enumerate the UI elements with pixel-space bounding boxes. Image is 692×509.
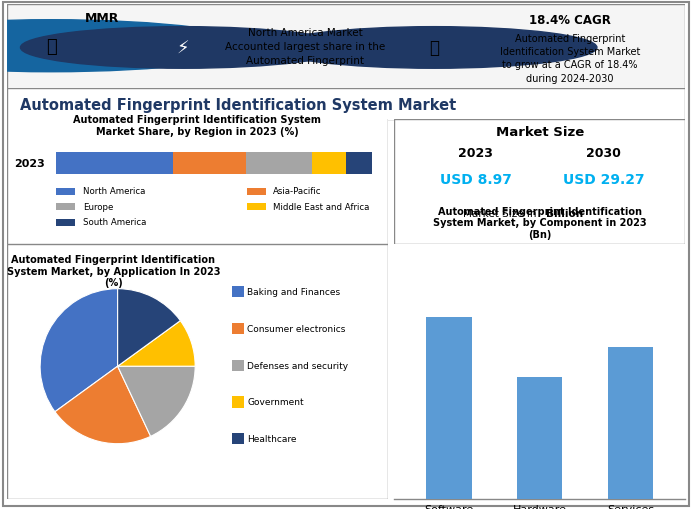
Bar — [346, 152, 372, 174]
Text: 18.4% CAGR: 18.4% CAGR — [529, 14, 611, 27]
Circle shape — [21, 27, 346, 69]
Text: 2023: 2023 — [458, 147, 493, 160]
Text: North America: North America — [83, 187, 145, 196]
Text: Billion: Billion — [545, 208, 583, 218]
Title: Automated Fingerprint Identification
System Market, by Component in 2023
(Bn): Automated Fingerprint Identification Sys… — [433, 206, 646, 239]
Text: Automated Fingerprint Identification System Market: Automated Fingerprint Identification Sys… — [21, 98, 457, 113]
Text: 🔥: 🔥 — [429, 39, 439, 58]
Text: South America: South America — [83, 218, 147, 227]
Wedge shape — [118, 289, 181, 366]
Bar — [608, 347, 653, 499]
Text: Automated Fingerprint Identification System
Market Share, by Region in 2023 (%): Automated Fingerprint Identification Sys… — [73, 115, 321, 136]
Text: Market Size in: Market Size in — [463, 208, 540, 218]
Text: Automated Fingerprint Identification
System Market, by Application In 2023
(%): Automated Fingerprint Identification Sys… — [7, 254, 220, 288]
Circle shape — [271, 27, 597, 69]
Bar — [426, 317, 472, 499]
FancyBboxPatch shape — [7, 118, 388, 244]
Text: Automated Fingerprint
Identification System Market
to grow at a CAGR of 18.4%
du: Automated Fingerprint Identification Sys… — [500, 34, 640, 83]
Bar — [517, 378, 563, 499]
Text: Defenses and security: Defenses and security — [247, 361, 348, 370]
Wedge shape — [118, 366, 195, 437]
FancyBboxPatch shape — [7, 5, 685, 92]
Text: 🌍: 🌍 — [46, 38, 56, 55]
Text: Europe: Europe — [83, 203, 113, 211]
FancyBboxPatch shape — [7, 89, 685, 122]
Text: ⚡: ⚡ — [177, 39, 190, 58]
Text: Market Size: Market Size — [495, 126, 584, 138]
Bar — [246, 204, 266, 211]
Bar — [246, 188, 266, 195]
Text: 2023: 2023 — [15, 158, 45, 168]
Text: Government: Government — [247, 398, 304, 407]
Text: USD 8.97: USD 8.97 — [440, 173, 512, 186]
Text: USD 29.27: USD 29.27 — [563, 173, 644, 186]
Bar — [57, 152, 173, 174]
Wedge shape — [40, 289, 118, 412]
FancyBboxPatch shape — [7, 244, 388, 499]
Text: North America Market
Accounted largest share in the
Automated Fingerprint: North America Market Accounted largest s… — [225, 27, 385, 66]
Text: Asia-Pacific: Asia-Pacific — [273, 187, 322, 196]
Text: Baking and Finances: Baking and Finances — [247, 288, 340, 297]
Text: Middle East and Africa: Middle East and Africa — [273, 203, 370, 211]
Bar — [246, 152, 313, 174]
Bar — [57, 188, 75, 195]
Circle shape — [0, 21, 255, 73]
FancyBboxPatch shape — [394, 120, 685, 244]
Wedge shape — [55, 366, 151, 444]
Bar — [173, 152, 246, 174]
Text: Healthcare: Healthcare — [247, 434, 297, 443]
Text: Consumer electronics: Consumer electronics — [247, 324, 345, 333]
Text: MMR: MMR — [85, 12, 119, 24]
Bar — [57, 204, 75, 211]
Bar — [57, 219, 75, 227]
Wedge shape — [118, 321, 195, 366]
Text: 2030: 2030 — [586, 147, 621, 160]
Bar — [313, 152, 346, 174]
